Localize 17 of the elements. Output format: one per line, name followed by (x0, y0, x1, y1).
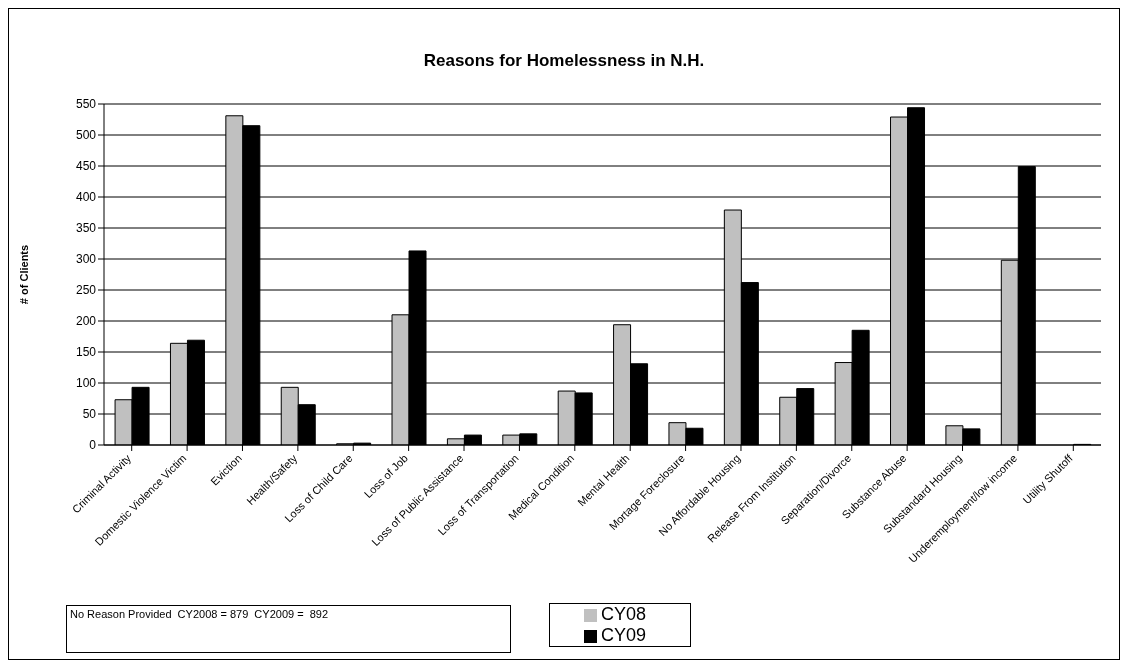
y-tick-label: 150 (75, 345, 97, 360)
y-tick-label: 500 (75, 128, 97, 143)
y-tick-label: 200 (75, 314, 97, 329)
y-tick-label: 400 (75, 190, 97, 205)
y-tick-label: 450 (75, 159, 97, 174)
text: No Reason Provided CY2008 = 879 CY2009 = 892 (66, 605, 511, 653)
y-tick-label: 100 (75, 376, 97, 391)
y-tick-label: 250 (75, 283, 97, 298)
y-tick-label: 550 (75, 97, 97, 112)
y-axis-title: # of Clients (17, 244, 30, 305)
legend-label: CY08 (600, 604, 647, 624)
y-tick-label: 300 (75, 252, 97, 267)
chart-title: Reasons for Homelessness in N.H. (422, 51, 706, 71)
y-tick-label: 50 (82, 407, 97, 422)
y-tick-label: 0 (89, 438, 97, 453)
legend-label: CY09 (600, 625, 647, 645)
y-tick-label: 350 (75, 221, 97, 236)
